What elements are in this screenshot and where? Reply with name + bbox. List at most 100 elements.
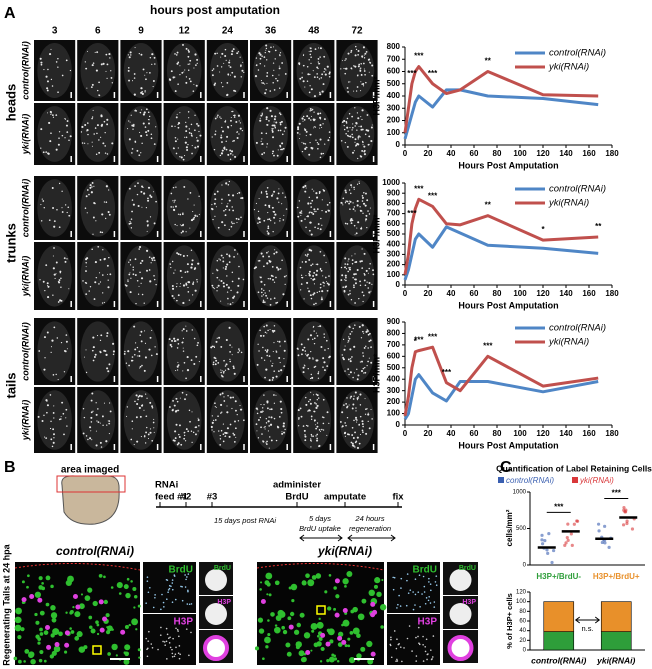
nucleus (361, 200, 364, 202)
cell (415, 636, 417, 639)
nucleus (368, 282, 371, 285)
nucleus (355, 407, 357, 409)
nucleus (227, 126, 230, 129)
brdu-cell (346, 571, 353, 578)
nucleus (282, 219, 285, 221)
nucleus (323, 336, 325, 338)
nucleus (224, 120, 227, 123)
nucleus (367, 413, 370, 416)
nucleus (368, 213, 371, 215)
nucleus (227, 394, 229, 397)
nucleus (268, 120, 270, 122)
nucleus (347, 270, 350, 273)
nucleus (227, 303, 229, 305)
nucleus (191, 329, 193, 331)
nucleus (266, 186, 269, 189)
nucleus (358, 423, 360, 426)
nucleus (367, 347, 369, 349)
brdu-cell (381, 578, 384, 582)
cell (173, 655, 176, 658)
nucleus (255, 423, 258, 426)
brdu-cell (45, 602, 50, 607)
significance: *** (407, 209, 417, 218)
nucleus (144, 74, 146, 76)
nucleus (179, 156, 181, 158)
y-tick-label: 0 (396, 420, 401, 429)
nucleus (213, 431, 215, 433)
nucleus (140, 330, 143, 333)
nucleus (368, 143, 370, 146)
nucleus (171, 285, 174, 288)
nucleus (136, 193, 139, 196)
nucleus (352, 376, 354, 379)
nucleus (83, 356, 85, 358)
nucleus (266, 195, 269, 198)
nucleus (219, 443, 222, 446)
nucleus (310, 391, 312, 393)
row-label: yki(RNAi) (20, 400, 30, 442)
nucleus (196, 139, 199, 142)
nucleus (192, 90, 195, 92)
nucleus (261, 411, 264, 413)
nucleus (129, 291, 132, 294)
nucleus (220, 374, 223, 376)
nucleus (232, 302, 234, 304)
span-arrow (347, 534, 396, 542)
y-tick-label: 400 (387, 239, 401, 248)
nucleus (268, 255, 270, 258)
nucleus (345, 191, 347, 194)
nucleus (328, 422, 330, 424)
nucleus (322, 83, 325, 86)
nucleus (353, 395, 355, 397)
nucleus (127, 54, 129, 56)
nucleus (91, 116, 94, 118)
nucleus (313, 366, 316, 368)
nucleus (151, 406, 154, 409)
category-label: H3P+/BrdU- (536, 572, 581, 581)
nucleus (225, 283, 228, 286)
nucleus (127, 280, 129, 283)
nucleus (235, 436, 237, 438)
cell (166, 658, 168, 660)
nucleus (307, 202, 310, 205)
nucleus (311, 109, 313, 112)
nucleus (363, 153, 367, 156)
point-cloud (621, 523, 626, 527)
nucleus (47, 152, 50, 155)
nucleus (141, 109, 143, 111)
brdu-cell (39, 649, 44, 655)
nucleus (369, 207, 371, 209)
cell (426, 653, 429, 656)
nucleus (261, 143, 264, 145)
cell (426, 658, 428, 661)
nucleus (351, 407, 354, 410)
nucleus (221, 52, 224, 55)
nucleus (362, 46, 365, 49)
nucleus (345, 403, 347, 405)
nucleus (211, 69, 214, 72)
brdu-cell (84, 595, 91, 601)
nucleus (357, 65, 360, 68)
nucleus (257, 437, 260, 439)
y-tick-label: 300 (387, 386, 401, 395)
nucleus (177, 138, 179, 140)
nucleus (358, 125, 360, 127)
nucleus (266, 297, 269, 299)
nucleus (273, 417, 276, 420)
nucleus (63, 433, 65, 436)
nucleus (347, 339, 350, 342)
point-cloud (569, 532, 573, 536)
nucleus (319, 47, 322, 50)
nucleus (133, 123, 135, 126)
nucleus (101, 213, 104, 216)
nucleus (170, 345, 173, 348)
nucleus (128, 120, 130, 122)
nucleus (370, 408, 372, 411)
cell (398, 642, 400, 645)
nucleus (368, 340, 371, 343)
nucleus (193, 204, 195, 206)
nucleus (321, 90, 324, 93)
nucleus (313, 111, 315, 113)
nucleus (181, 71, 184, 74)
nucleus (92, 109, 94, 111)
